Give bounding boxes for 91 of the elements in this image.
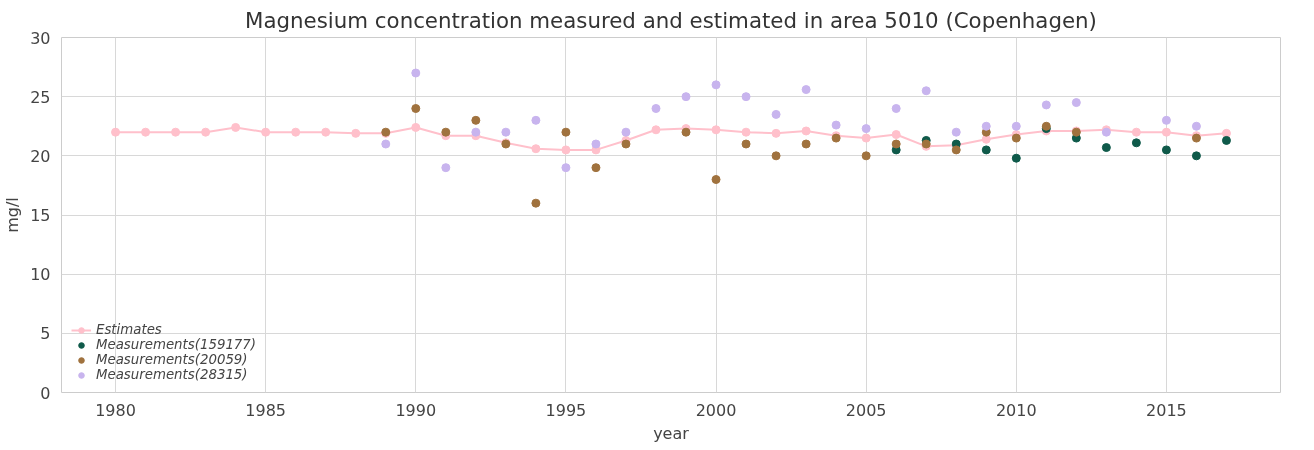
point	[1011, 153, 1021, 163]
point	[651, 104, 661, 113]
point	[201, 127, 211, 137]
point	[441, 163, 451, 173]
point	[1041, 100, 1051, 110]
point	[711, 80, 721, 90]
point	[981, 145, 991, 155]
point	[1131, 138, 1141, 148]
point	[561, 145, 571, 155]
point	[531, 198, 541, 208]
point	[591, 139, 601, 149]
point	[891, 104, 901, 113]
x-tick-label: 2000	[695, 400, 737, 420]
point	[621, 139, 631, 149]
point	[651, 125, 661, 135]
point	[861, 124, 871, 134]
x-tick-label: 2010	[995, 400, 1037, 420]
y-tick-label: 0	[40, 383, 51, 403]
x-axis-title: year	[653, 423, 690, 443]
legend-label: Measurements(159177)	[96, 337, 257, 352]
point	[561, 163, 571, 173]
point	[171, 127, 181, 137]
point	[921, 86, 931, 96]
x-tick-label: 1990	[395, 400, 437, 420]
point	[1221, 135, 1231, 145]
y-tick-label: 15	[30, 206, 51, 225]
point	[531, 144, 541, 154]
x-tick-label: 2005	[845, 400, 887, 420]
point	[981, 121, 991, 131]
point	[471, 115, 481, 125]
point	[591, 163, 601, 173]
x-tick-label: 1995	[545, 400, 587, 420]
point	[231, 122, 241, 132]
point	[1191, 151, 1201, 161]
point	[351, 128, 361, 138]
point	[1131, 127, 1141, 137]
point	[741, 139, 751, 149]
point	[531, 115, 541, 125]
point	[441, 127, 451, 137]
point	[411, 68, 421, 78]
point	[831, 120, 841, 130]
point	[861, 151, 871, 161]
chart-title: Magnesium concentration measured and estimated in area 5010 (Copenhagen)	[245, 7, 1097, 33]
y-axis-title: mg/l	[3, 197, 23, 233]
point	[711, 175, 721, 184]
point	[1101, 143, 1111, 153]
point	[261, 127, 271, 137]
y-tick-label: 5	[40, 324, 51, 344]
point	[1161, 145, 1171, 155]
x-tick-label: 1980	[95, 400, 136, 420]
point	[381, 139, 391, 149]
point	[951, 127, 961, 137]
point	[471, 127, 481, 137]
point	[561, 127, 571, 137]
point	[1011, 121, 1021, 131]
point	[1161, 115, 1171, 125]
point	[141, 127, 151, 137]
y-tick-label: 10	[30, 265, 51, 285]
x-tick-label: 1985	[245, 400, 287, 420]
point	[621, 127, 631, 137]
point	[501, 127, 511, 137]
point	[891, 130, 901, 140]
point	[741, 127, 751, 137]
point	[681, 92, 691, 102]
point	[771, 151, 781, 161]
point	[411, 122, 421, 132]
point	[1221, 128, 1231, 138]
point	[321, 127, 331, 137]
point	[951, 145, 961, 155]
point	[741, 92, 751, 102]
x-tick-label: 2015	[1146, 400, 1187, 420]
point	[771, 109, 781, 119]
y-tick-label: 30	[30, 28, 51, 48]
point	[801, 139, 811, 149]
legend-label: Measurements(20059)	[96, 352, 248, 367]
y-tick-label: 25	[30, 87, 51, 107]
point	[291, 127, 301, 137]
point	[1191, 121, 1201, 131]
point	[801, 85, 811, 95]
point	[711, 125, 721, 135]
point	[771, 128, 781, 138]
point	[411, 104, 421, 113]
point	[801, 126, 811, 136]
point	[1161, 127, 1171, 137]
point	[1071, 98, 1081, 108]
legend-label: Estimates	[96, 322, 162, 337]
point	[111, 127, 121, 137]
point	[891, 139, 901, 149]
point	[861, 133, 871, 143]
legend-label: Measurements(28315)	[96, 367, 248, 382]
y-tick-label: 20	[30, 146, 51, 166]
